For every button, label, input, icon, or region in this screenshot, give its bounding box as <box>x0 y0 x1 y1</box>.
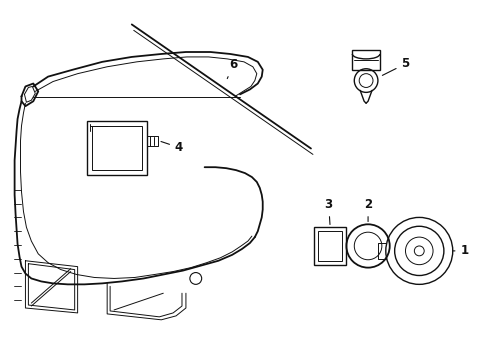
Bar <box>88 121 147 175</box>
Text: 5: 5 <box>382 57 410 75</box>
Text: 4: 4 <box>161 141 183 154</box>
Text: 6: 6 <box>227 58 237 78</box>
Bar <box>352 50 380 70</box>
Text: 1: 1 <box>453 244 468 257</box>
Text: 3: 3 <box>325 198 333 225</box>
Bar <box>93 126 142 170</box>
Text: 2: 2 <box>364 198 372 221</box>
Bar <box>314 227 346 265</box>
Bar <box>318 231 343 261</box>
